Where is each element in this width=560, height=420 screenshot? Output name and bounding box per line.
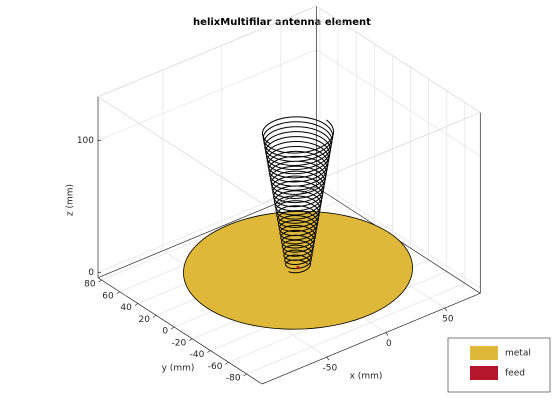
axis-edge [261, 293, 481, 385]
axis-edge [97, 96, 263, 204]
x-tick [326, 356, 330, 361]
ground-plane [183, 210, 413, 330]
chart-title: helixMultifilar antenna element [193, 17, 371, 28]
y-tick-label: -60 [208, 362, 223, 372]
axis-edge [97, 5, 317, 98]
grid-line [246, 283, 466, 375]
legend: metal feed [447, 337, 551, 393]
y-tick-label: 20 [139, 315, 151, 325]
z-axis-label: z (mm) [66, 184, 76, 216]
grid-line [97, 181, 317, 273]
x-tick-label: 50 [442, 315, 454, 325]
x-tick [385, 332, 389, 336]
helix-filament [261, 116, 334, 274]
axis-edge [261, 112, 481, 204]
x-tick [444, 307, 448, 312]
z-tick-label: 100 [77, 136, 94, 146]
axis-edge [316, 5, 481, 113]
legend-box [447, 337, 551, 393]
y-tick-label: -40 [190, 350, 205, 360]
scene [183, 116, 413, 330]
feed [296, 266, 300, 270]
label-layer: -50 0 50 -80-60-40-20 0 20 40 60 80 0 100 x (mm) y (… [66, 136, 454, 384]
y-tick [98, 279, 102, 283]
y-tick-label: 60 [102, 291, 114, 301]
helix-filament [262, 119, 335, 270]
x-tick-label: 0 [386, 339, 392, 349]
legend-swatch [470, 346, 498, 360]
grid-line [316, 49, 481, 157]
grid-line [97, 49, 317, 141]
y-tick [189, 338, 193, 342]
y-tick [207, 350, 211, 353]
legend-label: metal [505, 349, 531, 359]
grid-line [316, 181, 481, 289]
y-tick [243, 373, 247, 377]
y-tick-label: 40 [120, 303, 132, 313]
legend-label: feed [505, 369, 525, 379]
y-tick [225, 361, 229, 365]
x-axis-label: x (mm) [350, 372, 383, 382]
x-tick-label: -50 [323, 364, 338, 374]
axis-edge [97, 277, 263, 385]
y-axis-label: y (mm) [162, 364, 195, 374]
z-tick-label: 0 [88, 268, 94, 278]
y-tick [152, 314, 157, 318]
axis-edge [97, 186, 317, 278]
y-tick-label: 80 [84, 280, 96, 290]
y-tick-label: -80 [226, 374, 241, 384]
y-tick [134, 303, 139, 306]
y-tick-label: -20 [172, 338, 187, 348]
y-tick-label: 0 [162, 327, 168, 337]
legend-swatch [470, 366, 498, 380]
y-tick [170, 326, 175, 330]
y-tick [116, 291, 120, 295]
